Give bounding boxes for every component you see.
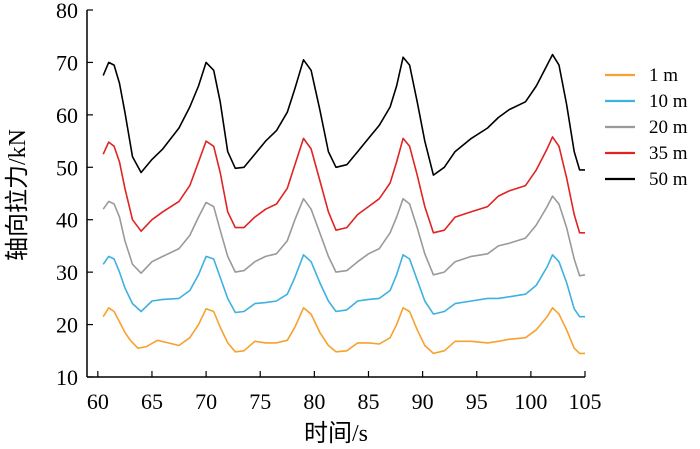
legend-label: 20 m [649, 117, 688, 138]
x-tick-label: 100 [514, 389, 547, 414]
legend-label: 35 m [649, 143, 688, 164]
y-tick-label: 10 [56, 365, 78, 390]
y-ticks: 10 20 30 40 50 60 70 80 [56, 0, 93, 390]
y-tick-label: 60 [56, 103, 78, 128]
legend-label: 10 m [649, 91, 688, 112]
y-axis-title: 轴向拉力/kN [4, 129, 31, 261]
legend-label: 1 m [649, 65, 678, 86]
x-axis-title: 时间/s [304, 420, 368, 447]
series-line-20m [102, 195, 586, 277]
x-tick-label: 75 [249, 389, 271, 414]
x-tick-label: 90 [412, 389, 434, 414]
x-tick-label: 70 [195, 389, 217, 414]
x-ticks: 60 65 70 75 80 85 90 95 100 105 [87, 371, 602, 414]
y-tick-label: 20 [56, 313, 78, 338]
x-tick-label: 85 [357, 389, 379, 414]
x-tick-label: 65 [141, 389, 163, 414]
series-line-10m [102, 254, 585, 318]
y-tick-label: 30 [56, 260, 78, 285]
x-tick-label: 80 [303, 389, 325, 414]
legend-label: 50 m [649, 169, 688, 190]
legend: 1 m 10 m 20 m 35 m 50 m [605, 65, 688, 190]
axes [86, 10, 585, 378]
x-tick-label: 95 [466, 389, 488, 414]
y-tick-label: 50 [56, 155, 78, 180]
series-line-50m [102, 53, 585, 176]
x-tick-label: 105 [569, 389, 602, 414]
x-tick-label: 60 [87, 389, 109, 414]
series-line-35m [102, 136, 585, 234]
y-tick-label: 80 [56, 0, 78, 23]
y-tick-label: 70 [56, 50, 78, 75]
y-tick-label: 40 [56, 208, 78, 233]
series-group [102, 53, 586, 355]
series-line-1m [102, 307, 585, 355]
